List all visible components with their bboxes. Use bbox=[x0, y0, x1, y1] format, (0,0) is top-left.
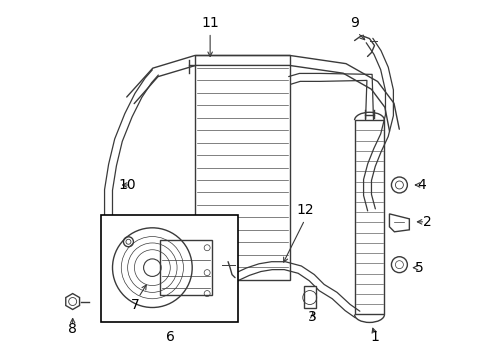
Text: 4: 4 bbox=[416, 178, 425, 192]
Text: 6: 6 bbox=[165, 330, 174, 345]
Text: 7: 7 bbox=[131, 297, 140, 311]
Text: 5: 5 bbox=[414, 261, 423, 275]
Bar bbox=[354, 120, 384, 315]
Text: 3: 3 bbox=[308, 310, 316, 324]
Bar bbox=[101, 215, 238, 323]
Text: 12: 12 bbox=[295, 203, 313, 217]
Bar bbox=[195, 55, 289, 280]
Text: 11: 11 bbox=[201, 15, 219, 30]
Text: 10: 10 bbox=[118, 178, 136, 192]
Text: 9: 9 bbox=[349, 15, 358, 30]
Text: 2: 2 bbox=[422, 215, 431, 229]
Bar bbox=[303, 285, 315, 307]
Text: 8: 8 bbox=[68, 323, 77, 337]
Text: 1: 1 bbox=[369, 330, 378, 345]
Bar bbox=[160, 240, 212, 294]
